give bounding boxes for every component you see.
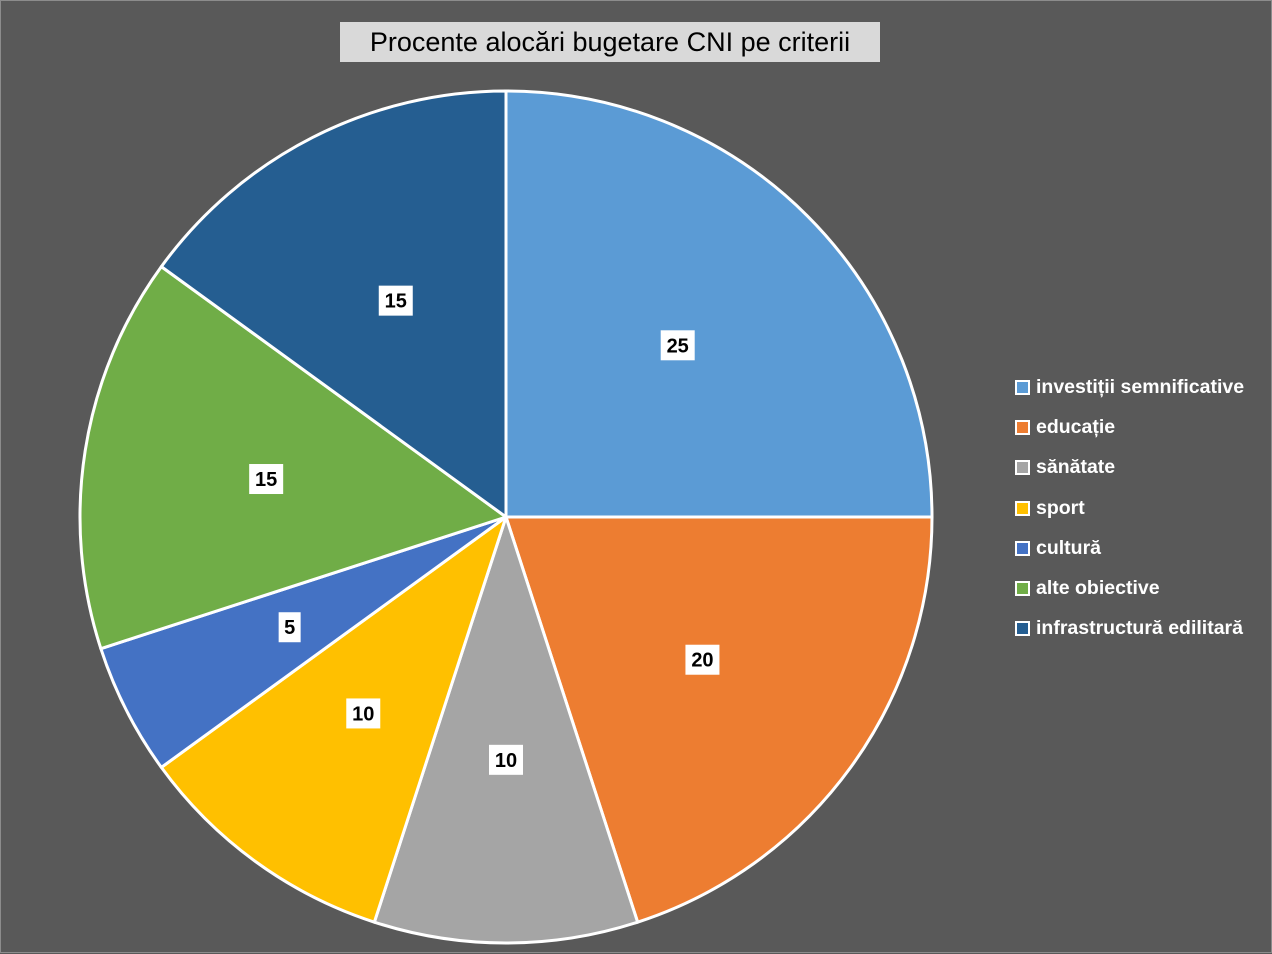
legend-swatch	[1015, 419, 1030, 435]
legend-swatch	[1015, 500, 1030, 516]
legend-swatch	[1015, 540, 1030, 556]
pie-slice-educatie	[504, 515, 934, 924]
legend: investiții semnificative educație sănătate…	[1015, 367, 1244, 649]
pie-slice-alte-obiective	[78, 265, 508, 651]
data-label-sport: 10	[346, 698, 381, 729]
data-label-text: 15	[255, 469, 277, 491]
data-label-infrastructura-edilitara: 15	[378, 285, 413, 316]
legend-item-alte-obiective: alte obiective	[1015, 568, 1244, 608]
legend-item-sport: sport	[1015, 488, 1244, 528]
data-label-text: 10	[352, 703, 374, 725]
legend-swatch	[1015, 460, 1030, 476]
legend-label: sănătate	[1036, 456, 1116, 479]
data-label-text: 20	[691, 650, 713, 672]
legend-label: cultură	[1036, 536, 1102, 559]
data-label-sanatate: 10	[489, 744, 523, 775]
pie-slice-sport	[159, 515, 508, 924]
data-label-investitii-semnificative: 25	[660, 330, 695, 361]
legend-label: infrastructură edilitară	[1036, 617, 1243, 640]
legend-item-investitii-semnificative: investiții semnificative	[1015, 367, 1244, 407]
legend-label: alte obiective	[1036, 577, 1160, 600]
legend-item-infrastructura-edilitara: infrastructură edilitară	[1015, 609, 1244, 649]
data-label-text: 10	[495, 750, 517, 772]
pie-slice-sanatate	[372, 515, 640, 945]
data-label-educatie: 20	[685, 644, 720, 675]
pie-slice-infrastructura-edilitara	[159, 89, 508, 519]
legend-swatch	[1015, 581, 1030, 597]
data-label-text: 5	[284, 617, 295, 639]
legend-label: educație	[1036, 415, 1116, 438]
data-label-cultura: 5	[278, 612, 301, 643]
legend-item-cultura: cultură	[1015, 528, 1244, 568]
data-label-text: 25	[667, 335, 689, 357]
legend-label: investiții semnificative	[1036, 375, 1245, 398]
data-label-text: 15	[385, 291, 407, 313]
data-label-alte-obiective: 15	[249, 464, 284, 495]
chart-title: Procente alocări bugetare CNI pe criteri…	[340, 22, 880, 62]
legend-item-sanatate: sănătate	[1015, 448, 1244, 488]
legend-item-educatie: educație	[1015, 407, 1244, 447]
pie-slice-investitii-semnificative	[504, 89, 934, 519]
legend-swatch	[1015, 621, 1030, 637]
legend-swatch	[1015, 379, 1030, 395]
legend-label: sport	[1036, 496, 1085, 519]
